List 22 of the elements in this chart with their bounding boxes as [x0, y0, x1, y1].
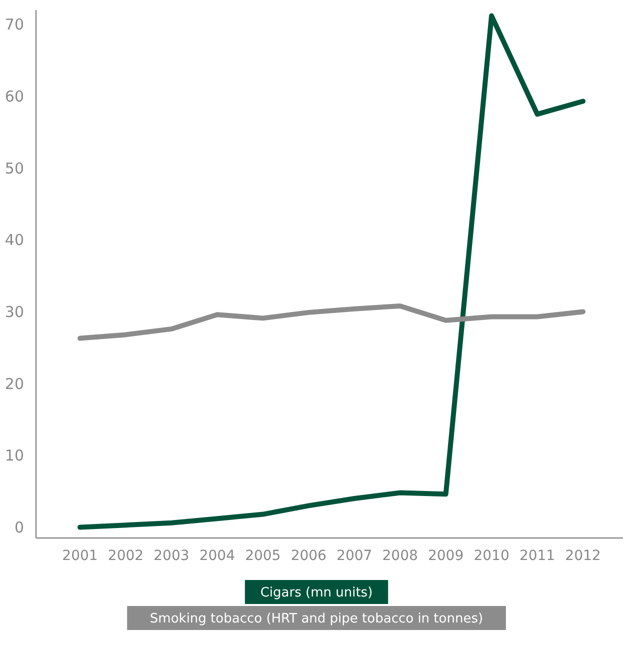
x-tick-label: 2001 — [62, 548, 98, 564]
x-tick-label: 2008 — [382, 548, 418, 564]
x-tick-label: 2007 — [336, 548, 372, 564]
y-tick-label: 70 — [4, 16, 24, 34]
x-tick-label: 2012 — [565, 548, 601, 564]
y-tick-label: 50 — [4, 159, 24, 178]
y-tick-label: 40 — [4, 231, 24, 250]
y-tick-label: 20 — [4, 374, 24, 393]
y-tick-label: 30 — [4, 302, 24, 321]
x-tick-label: 2010 — [474, 548, 510, 564]
y-tick-label: 0 — [14, 518, 24, 536]
x-tick-label: 2009 — [428, 548, 464, 564]
text: Cigars (mn units) — [260, 586, 373, 601]
x-tick-label: 2006 — [290, 548, 327, 564]
y-tick-label: 10 — [4, 446, 24, 465]
x-tick-label: 2004 — [199, 548, 236, 564]
x-tick-label: 2011 — [519, 548, 556, 564]
text: Smoking tobacco (HRT and pipe tobacco in tonnes) — [150, 612, 484, 627]
x-tick-label: 2002 — [108, 548, 144, 564]
x-tick-label: 2003 — [154, 548, 190, 564]
y-tick-label: 60 — [4, 87, 24, 106]
x-tick-label: 2005 — [245, 548, 281, 564]
